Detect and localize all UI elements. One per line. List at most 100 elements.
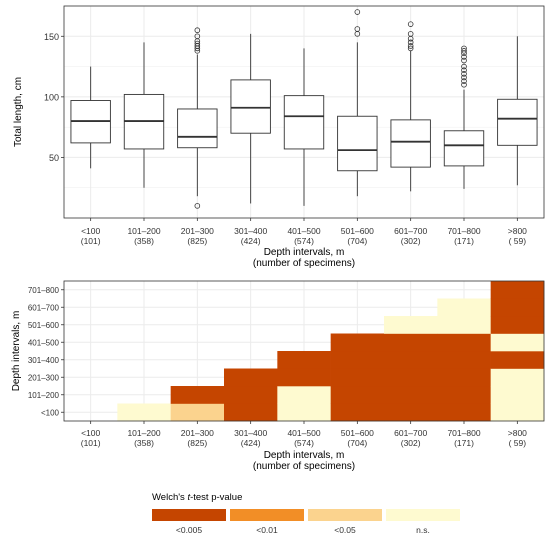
heatmap-cell [437,368,491,387]
x-axis-title: Depth intervals, m [264,450,345,461]
x-tick-label: 201–300 [181,428,214,438]
heatmap-cell [330,386,385,404]
legend: Welch's t-test p-value <0.005 <0.01 <0.05 n.… [152,492,460,535]
x-count-label: (704) [347,438,367,448]
x-tick-label: >800 [508,428,527,438]
x-tick-label: 601–700 [394,428,427,438]
y-tick-label: 150 [44,32,59,42]
heatmap-cell [490,298,545,317]
box [283,95,325,150]
outlier-point [194,40,201,47]
heatmap-panel: <100 101–200 201–300 301–400 401–500 501–600 6… [11,280,545,472]
x-count-label: (574) [294,438,314,448]
box [390,119,431,168]
y-tick-label: 50 [49,153,59,163]
y-tick-label: 301–400 [28,356,60,365]
x-tick-label: 601–700 [394,226,427,236]
y-tick-label: 201–300 [28,373,60,382]
x-tick-label: 401–500 [287,428,320,438]
outlier-point [194,27,201,34]
heatmap-cell [330,403,385,422]
x-count-label: (825) [187,438,207,448]
heatmap-cell [490,386,545,404]
outlier-point [407,39,414,46]
heatmap-cell [490,368,545,387]
outlier-point [461,54,467,60]
heatmap-cell [384,403,438,422]
x-count-label: (101) [81,236,101,246]
x-tick-label: 301–400 [234,428,267,438]
outlier-point [407,43,414,49]
heatmap-cell [490,333,545,352]
outlier-point [461,57,467,64]
outlier-point [461,74,467,81]
outlier-point [354,26,361,32]
y-axis-title: Total length, cm [13,77,24,147]
heatmap-cell [330,333,385,352]
y-tick-label: 100 [44,92,59,102]
legend-key [386,509,460,521]
x-tick-label: 201–300 [181,226,214,236]
x-count-label: ( 59) [509,438,527,448]
box [230,79,271,134]
x-tick-label: 701–800 [447,226,480,236]
x-axis-subtitle: (number of specimens) [253,258,355,269]
heatmap-cell [330,368,385,387]
heatmap-cell [384,368,438,387]
y-axis-title: Depth intervals, m [11,311,22,392]
x-count-label: (171) [454,438,474,448]
y-tick-label: 701–800 [28,286,60,295]
legend-label: <0.005 [176,525,203,535]
box [337,115,378,172]
heatmap-cell [224,368,278,387]
y-tick-label: 601–700 [28,303,60,312]
heatmap-cell [277,403,331,422]
heatmap-cell [437,316,491,334]
legend-label: n.s. [416,525,430,535]
x-count-label: (424) [241,438,261,448]
x-count-label: (302) [401,438,421,448]
outlier-point [461,78,467,84]
legend-key [308,509,382,521]
outlier-point [354,9,361,15]
legend-label: <0.05 [334,525,356,535]
legend-title-italic: t [187,492,190,503]
x-tick-label: 501–600 [341,226,374,236]
x-tick-label: 101–200 [127,428,160,438]
x-tick-label: 101–200 [127,226,160,236]
x-count-label: (171) [454,236,474,246]
outlier-point [461,81,467,88]
heatmap-cell [330,351,385,369]
outlier-point [461,48,467,54]
x-count-label: ( 59) [509,236,527,246]
outlier-point [194,33,201,40]
x-tick-label: >800 [508,226,527,236]
y-tick-label: 501–600 [28,321,60,330]
heatmap-cell [117,403,171,422]
heatmap-cell [437,298,491,317]
y-tick-label: 401–500 [28,338,60,347]
y-tick-label: <100 [41,408,60,417]
legend-key [230,509,304,521]
heatmap-cell [224,386,278,404]
x-tick-label: <100 [81,226,100,236]
heatmap-cell [490,316,545,334]
outlier-point [407,21,414,27]
x-tick-label: 301–400 [234,226,267,236]
heatmap-cell [277,386,331,404]
x-count-label: (825) [187,236,207,246]
legend-title: Welch's t-test p-value [152,492,242,503]
heatmap-cell [437,386,491,404]
heatmap-cell [437,403,491,422]
legend-key [152,509,226,521]
y-tick-label: 101–200 [28,391,60,400]
x-count-label: (704) [347,236,367,246]
outlier-point [461,67,467,74]
x-count-label: (302) [401,236,421,246]
outlier-point [194,203,201,209]
x-tick-label: 401–500 [287,226,320,236]
heatmap-cell [277,368,331,387]
outlier-point [461,63,467,70]
x-tick-label: 701–800 [447,428,480,438]
x-axis-subtitle: (number of specimens) [253,461,355,472]
